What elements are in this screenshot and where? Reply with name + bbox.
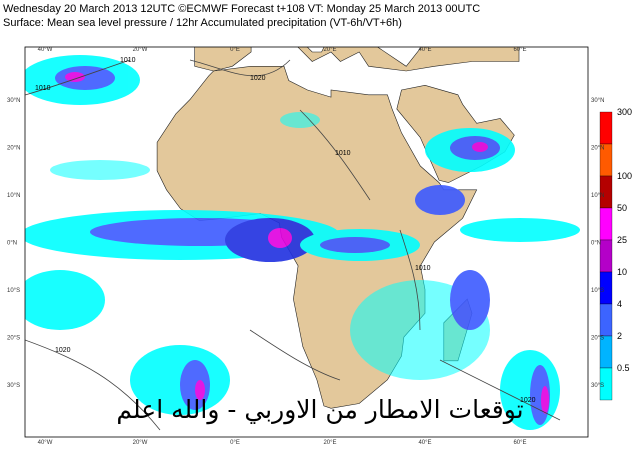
subtitle: Surface: Mean sea level pressure / 12hr …: [3, 17, 402, 29]
lat-label: 30°N: [7, 98, 20, 104]
colorbar-label: 2: [617, 331, 622, 341]
lat-label: 10°N: [591, 193, 604, 199]
colorbar-label: 25: [617, 235, 627, 245]
lon-label: 20°E: [323, 440, 336, 446]
lon-label: 40°W: [38, 440, 53, 446]
lon-label: 20°W: [133, 440, 148, 446]
lon-label: 60°E: [513, 440, 526, 446]
colorbar-segment: [599, 175, 613, 209]
lat-label: 20°S: [591, 336, 604, 342]
lat-label: 20°S: [7, 336, 20, 342]
land: [194, 47, 252, 72]
lat-label: 30°S: [591, 383, 604, 389]
lon-label: 40°E: [418, 440, 431, 446]
lon-label: 40°E: [418, 47, 431, 53]
colorbar-segment: [599, 239, 613, 273]
lat-label: 10°S: [7, 288, 20, 294]
colorbar-segment: [599, 303, 613, 337]
colorbar-segment: [599, 207, 613, 241]
lon-label: 60°E: [513, 47, 526, 53]
colorbar-label: 10: [617, 267, 627, 277]
lon-label: 20°W: [133, 47, 148, 53]
isobar-label: 1010: [415, 265, 431, 272]
colorbar-segment: [599, 111, 613, 145]
colorbar-label: 100: [617, 171, 632, 181]
colorbar-label: 4: [617, 299, 622, 309]
lon-label: 20°E: [323, 47, 336, 53]
lon-label: 0°E: [230, 440, 240, 446]
precipitation: [25, 55, 580, 430]
lat-label: 0°N: [7, 241, 17, 247]
isobar-label: 1010: [335, 150, 351, 157]
lat-label: 0°N: [591, 241, 601, 247]
isobars: [25, 59, 561, 431]
colorbar-segment: [599, 367, 613, 401]
isobar-label: 1020: [55, 347, 71, 354]
land: [297, 47, 520, 72]
isobar-label: 1010: [35, 85, 51, 92]
lat-label: 30°S: [7, 383, 20, 389]
lat-label: 10°S: [591, 288, 604, 294]
map-area: [25, 47, 588, 437]
title: Wednesday 20 March 2013 12UTC ©ECMWF For…: [3, 3, 480, 15]
isobar-label: 1020: [250, 75, 266, 82]
colorbar-label: 50: [617, 203, 627, 213]
colorbar-label: 0.5: [617, 363, 630, 373]
map-frame: [24, 46, 589, 438]
colorbar: 300 100 50 25 10 4 2 0.5: [599, 107, 632, 401]
lon-label: 40°W: [38, 47, 53, 53]
lat-label: 20°N: [591, 146, 604, 152]
lon-label: 0°E: [230, 47, 240, 53]
isobar-label: 1010: [120, 57, 136, 64]
lat-label: 10°N: [7, 193, 20, 199]
lat-label: 30°N: [591, 98, 604, 104]
watermark: توقعات الامطار من الاوربي - والله اعلم: [116, 395, 523, 425]
isobar-label: 1020: [520, 397, 536, 404]
colorbar-label: 300: [617, 107, 632, 117]
lat-label: 20°N: [7, 146, 20, 152]
